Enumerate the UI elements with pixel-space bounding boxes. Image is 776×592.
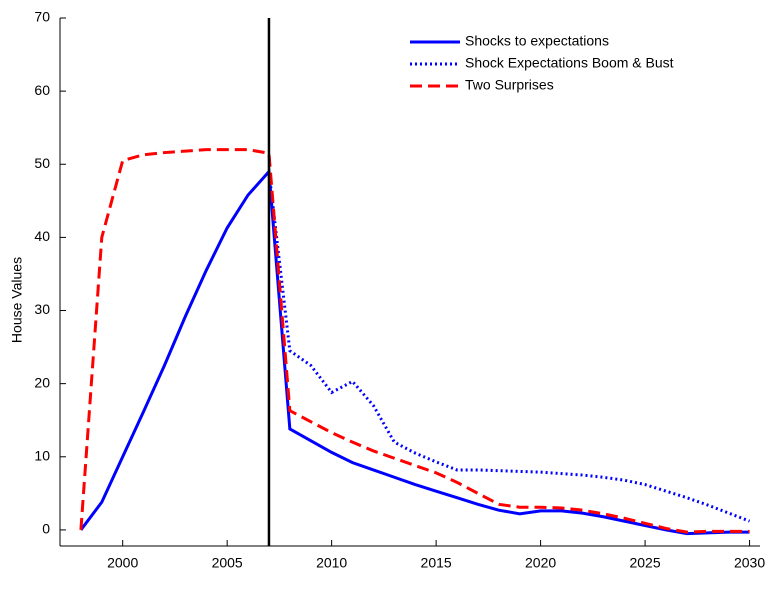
y-tick-label: 0 bbox=[42, 521, 50, 537]
x-tick-label: 2010 bbox=[316, 555, 347, 571]
x-tick-label: 2030 bbox=[734, 555, 765, 571]
x-tick-label: 2015 bbox=[421, 555, 452, 571]
y-tick-label: 20 bbox=[34, 374, 50, 390]
series-line bbox=[79, 148, 750, 534]
x-tick-label: 2000 bbox=[107, 555, 138, 571]
y-tick-label: 40 bbox=[34, 228, 50, 244]
y-tick-label: 30 bbox=[34, 301, 50, 317]
x-tick-label: 2020 bbox=[525, 555, 556, 571]
series-line bbox=[79, 167, 750, 536]
y-tick-label: 60 bbox=[34, 82, 50, 98]
y-tick-label: 70 bbox=[34, 9, 50, 25]
series-line bbox=[267, 171, 751, 523]
legend-label: Two Surprises bbox=[465, 77, 554, 93]
legend-label: Shocks to expectations bbox=[465, 33, 609, 49]
legend-label: Shock Expectations Boom & Bust bbox=[465, 55, 674, 71]
x-tick-label: 2025 bbox=[629, 555, 660, 571]
y-tick-label: 50 bbox=[34, 155, 50, 171]
y-tick-label: 10 bbox=[34, 447, 50, 463]
y-axis-label: House Values bbox=[9, 257, 25, 343]
x-tick-label: 2005 bbox=[212, 555, 243, 571]
